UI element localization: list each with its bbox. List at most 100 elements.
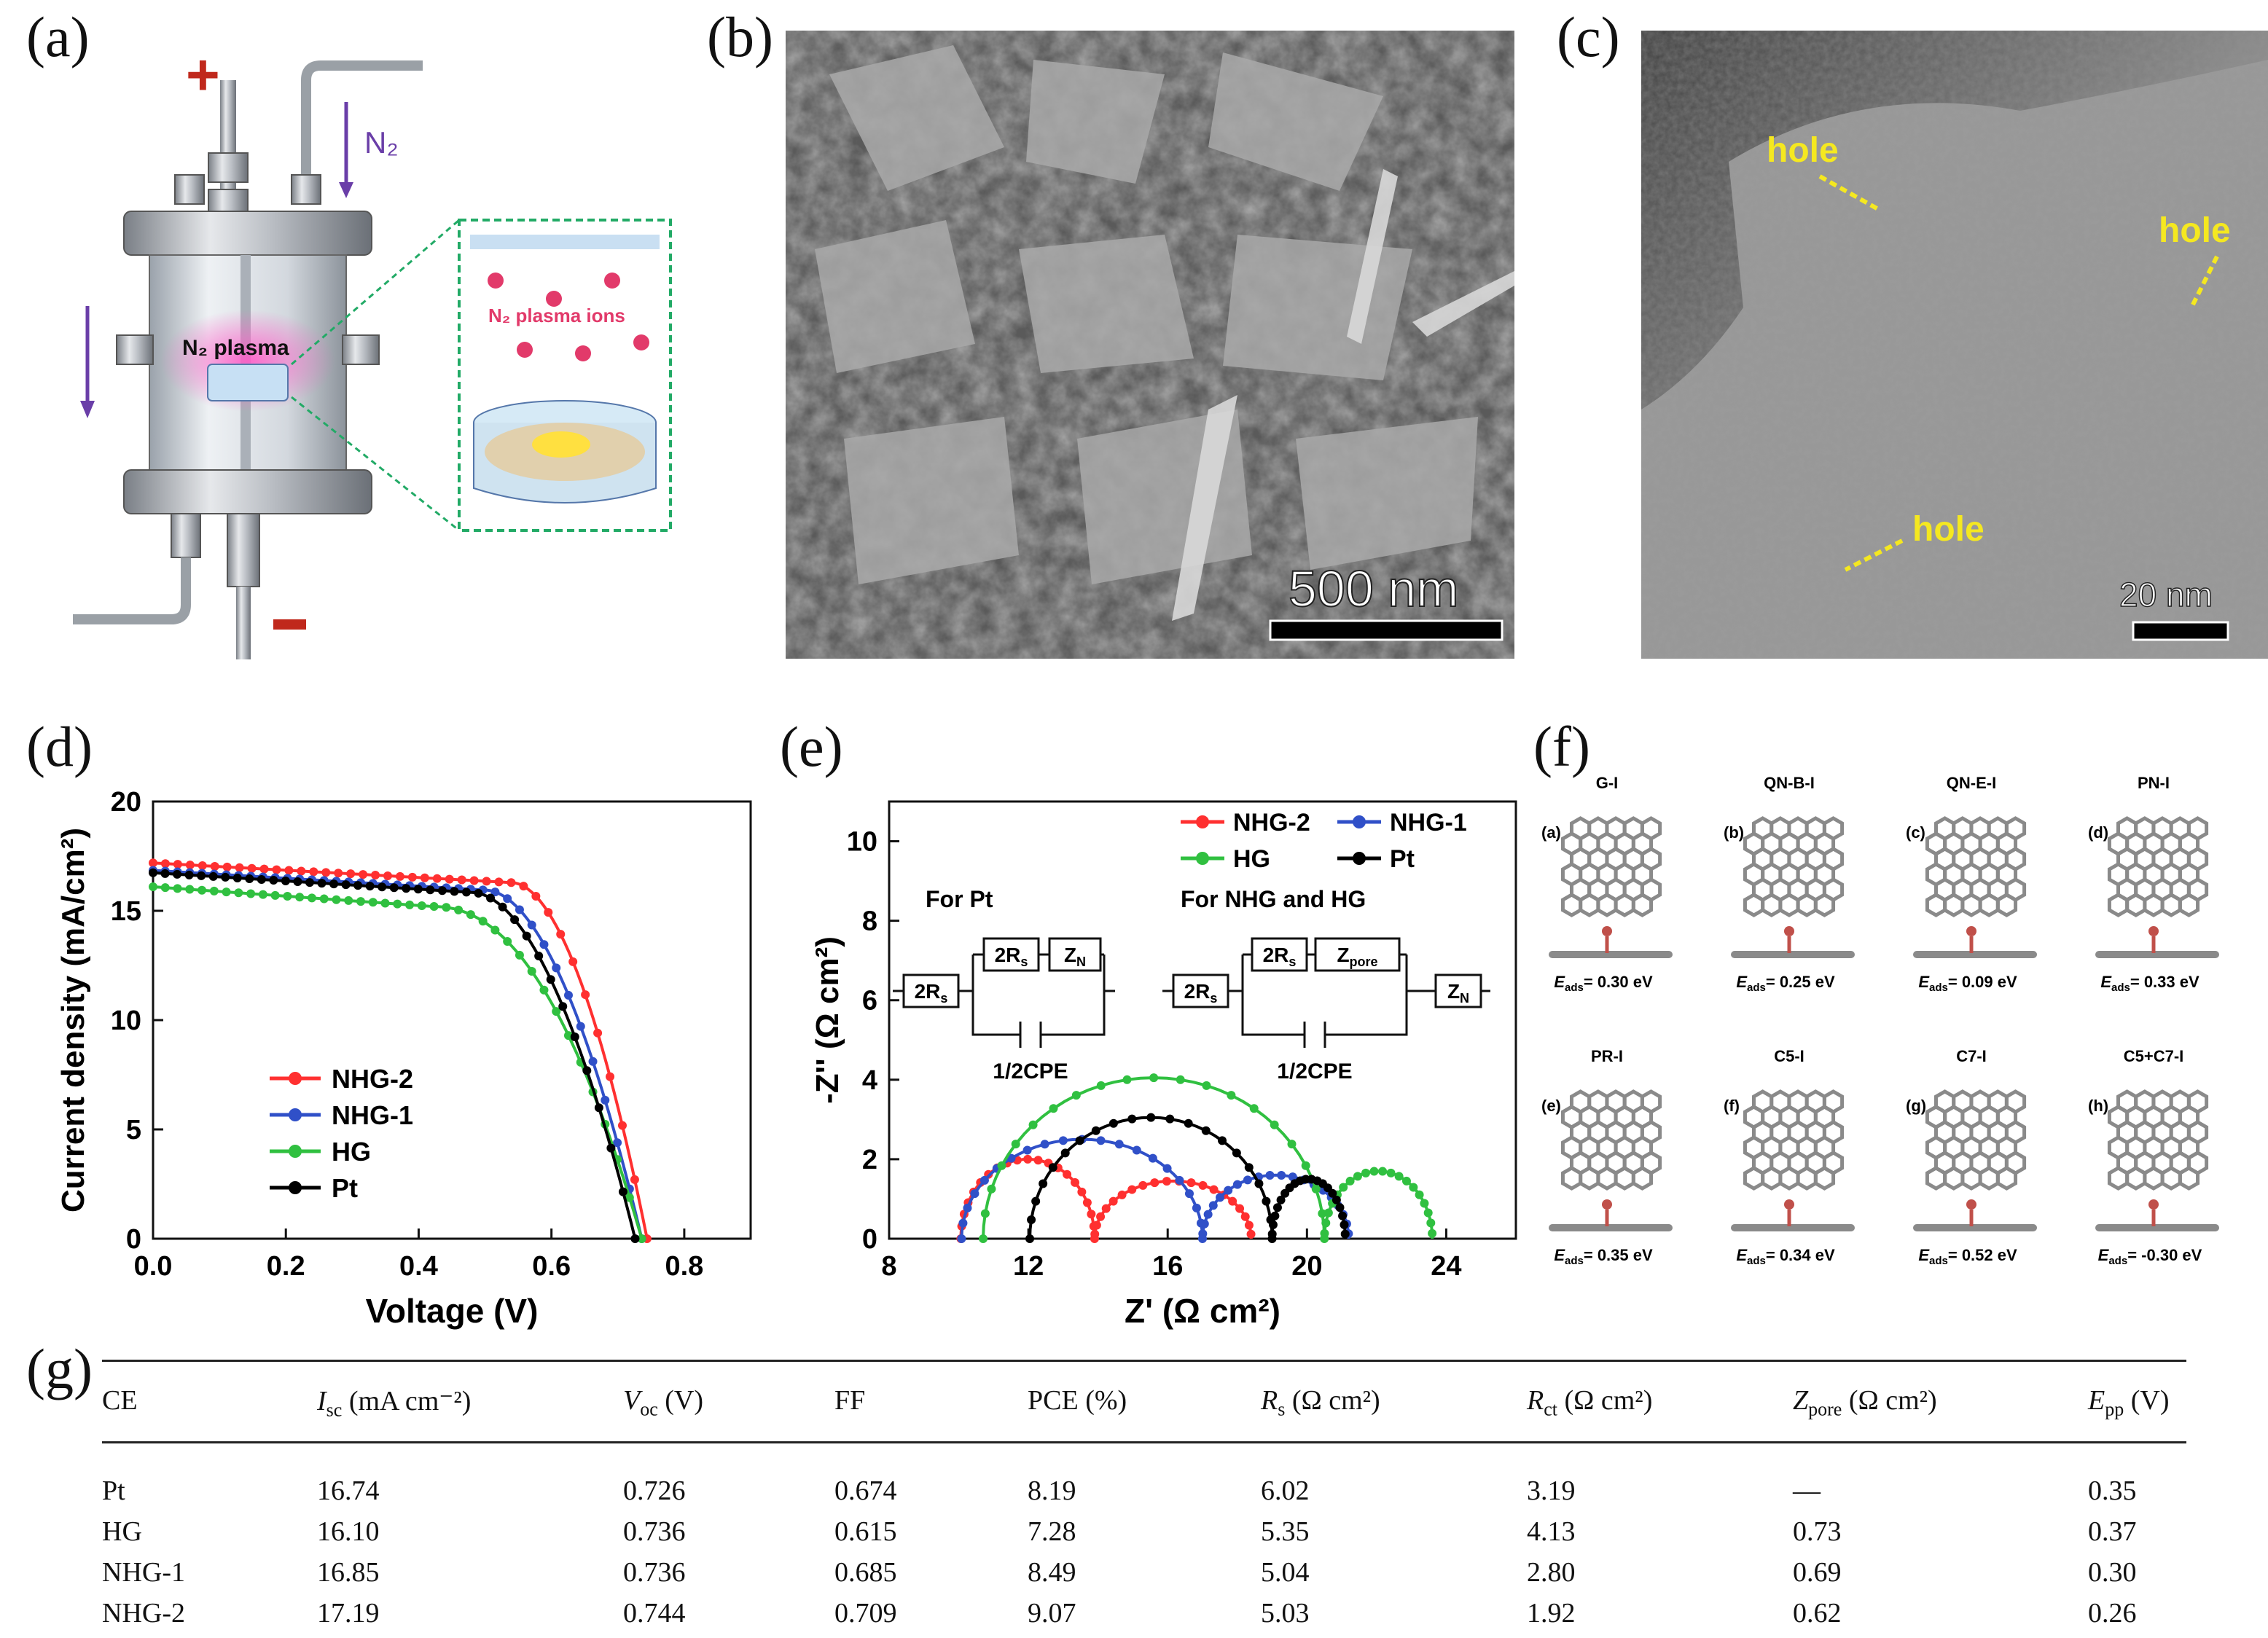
- data-point: [209, 886, 219, 896]
- data-point: [429, 902, 439, 912]
- data-point: [1340, 1229, 1350, 1239]
- data-point: [558, 1002, 568, 1011]
- data-point: [389, 883, 399, 893]
- table-cell: 0.709: [834, 1598, 897, 1629]
- table-cell: NHG-1: [102, 1557, 185, 1588]
- data-point: [1423, 1208, 1433, 1218]
- iodine-atom: [2148, 926, 2159, 936]
- table-cell: 0.69: [1793, 1557, 1842, 1588]
- data-point: [1122, 1075, 1132, 1084]
- x-axis-label: Z' (Ω cm²): [1125, 1292, 1280, 1330]
- y-tick-label: 4: [862, 1065, 877, 1096]
- data-point: [1092, 1220, 1101, 1230]
- scale-bar-label: 500 nm: [1289, 560, 1458, 617]
- data-point: [957, 1234, 966, 1243]
- gas-outlet-pipe: [73, 557, 191, 624]
- table-cell: 1.92: [1527, 1598, 1576, 1629]
- data-point: [1240, 1212, 1250, 1221]
- data-point: [630, 1175, 639, 1184]
- data-point: [1101, 1204, 1111, 1213]
- table-header-cell: Isc (mA cm⁻²): [317, 1386, 472, 1421]
- top-flange: [123, 211, 372, 256]
- data-point: [1332, 1195, 1341, 1204]
- minus-sign: [273, 619, 306, 630]
- data-point: [295, 893, 305, 902]
- table-header-cell: CE: [102, 1385, 138, 1416]
- table-cell: 0.736: [623, 1516, 686, 1547]
- legend-marker: [289, 1181, 302, 1194]
- table-cell: 5.35: [1261, 1516, 1310, 1547]
- panel-label-d: (d): [26, 715, 93, 778]
- legend-marker: [289, 1108, 302, 1121]
- data-point: [539, 940, 549, 949]
- table-header-cell: Epp (V): [2088, 1385, 2170, 1420]
- table-cell: 5.03: [1261, 1598, 1310, 1629]
- data-point: [515, 950, 524, 960]
- legend-label: NHG-2: [1233, 809, 1310, 836]
- data-point: [1027, 1215, 1036, 1224]
- data-point: [393, 899, 402, 909]
- table-cell: 0.615: [834, 1516, 897, 1547]
- data-point: [1108, 1118, 1118, 1128]
- data-point: [1031, 1196, 1041, 1206]
- data-point: [1208, 1201, 1218, 1210]
- table-cell: 4.13: [1527, 1516, 1576, 1547]
- resistor-rs-label: 2Rs: [915, 980, 948, 1006]
- data-point: [1265, 1170, 1275, 1180]
- data-point: [1216, 1193, 1225, 1202]
- legend-label: HG: [332, 1137, 371, 1167]
- data-point: [519, 882, 528, 891]
- data-point: [281, 877, 290, 886]
- data-point: [507, 878, 516, 887]
- table-header-cell: Voc (V): [623, 1385, 704, 1420]
- data-point: [1148, 1153, 1157, 1163]
- data-point: [613, 1138, 622, 1148]
- structure-name: QN-E-I: [1947, 774, 1996, 792]
- table-cell: 8.19: [1028, 1476, 1076, 1506]
- y-tick-label: 6: [862, 986, 877, 1016]
- data-point: [552, 1007, 561, 1016]
- table-cell: 0.744: [623, 1598, 686, 1629]
- structure-tag: (h): [2088, 1097, 2108, 1115]
- data-point: [1272, 1203, 1282, 1212]
- data-point: [297, 866, 306, 876]
- data-point: [478, 917, 488, 926]
- reactor-schematic: + N₂ N₂ plasma −: [58, 29, 700, 663]
- iodine-atom: [1602, 926, 1612, 936]
- data-point: [258, 890, 267, 899]
- y-axis-label: Current density (mA/cm²): [55, 828, 91, 1212]
- series-line-hg: [152, 885, 644, 1239]
- data-point: [332, 895, 341, 904]
- data-point: [1198, 1180, 1208, 1190]
- table-cell: 0.30: [2088, 1557, 2137, 1588]
- hole-label-2: hole: [2159, 211, 2231, 250]
- adsorption-energy: Eads= -0.30 eV: [2098, 1246, 2202, 1267]
- data-point: [544, 908, 553, 917]
- series-line-nhg-2: [152, 861, 649, 1239]
- data-point: [232, 873, 242, 882]
- data-point: [405, 900, 415, 909]
- data-point: [625, 1193, 634, 1202]
- data-point: [534, 952, 544, 961]
- data-point: [552, 963, 561, 973]
- structure-name: C5-I: [1774, 1047, 1804, 1065]
- data-point: [1267, 1229, 1277, 1239]
- plasma-ions-label: N₂ plasma ions: [488, 305, 625, 326]
- data-point: [235, 863, 244, 872]
- y-tick-label: 15: [111, 896, 141, 927]
- data-point: [1071, 1177, 1080, 1187]
- y-tick-label: 2: [862, 1145, 877, 1175]
- data-point: [1063, 1169, 1072, 1179]
- data-point: [1162, 1177, 1171, 1186]
- data-point: [1224, 1186, 1233, 1195]
- data-point: [368, 898, 378, 907]
- data-point: [1049, 1104, 1058, 1113]
- data-point: [490, 887, 500, 897]
- structure-name: PR-I: [1591, 1047, 1623, 1065]
- data-point: [309, 867, 318, 877]
- data-point: [234, 888, 243, 898]
- nyquist-chart: 8 12 16 20 24 0 2 4 6 8 10 Z' (Ω cm²) -Z'' (Ω cm²) NH…: [802, 758, 1530, 1341]
- x-tick-label: 0.6: [532, 1251, 571, 1282]
- iodine-atom: [1966, 926, 1976, 936]
- table-cell: 0.674: [834, 1476, 897, 1506]
